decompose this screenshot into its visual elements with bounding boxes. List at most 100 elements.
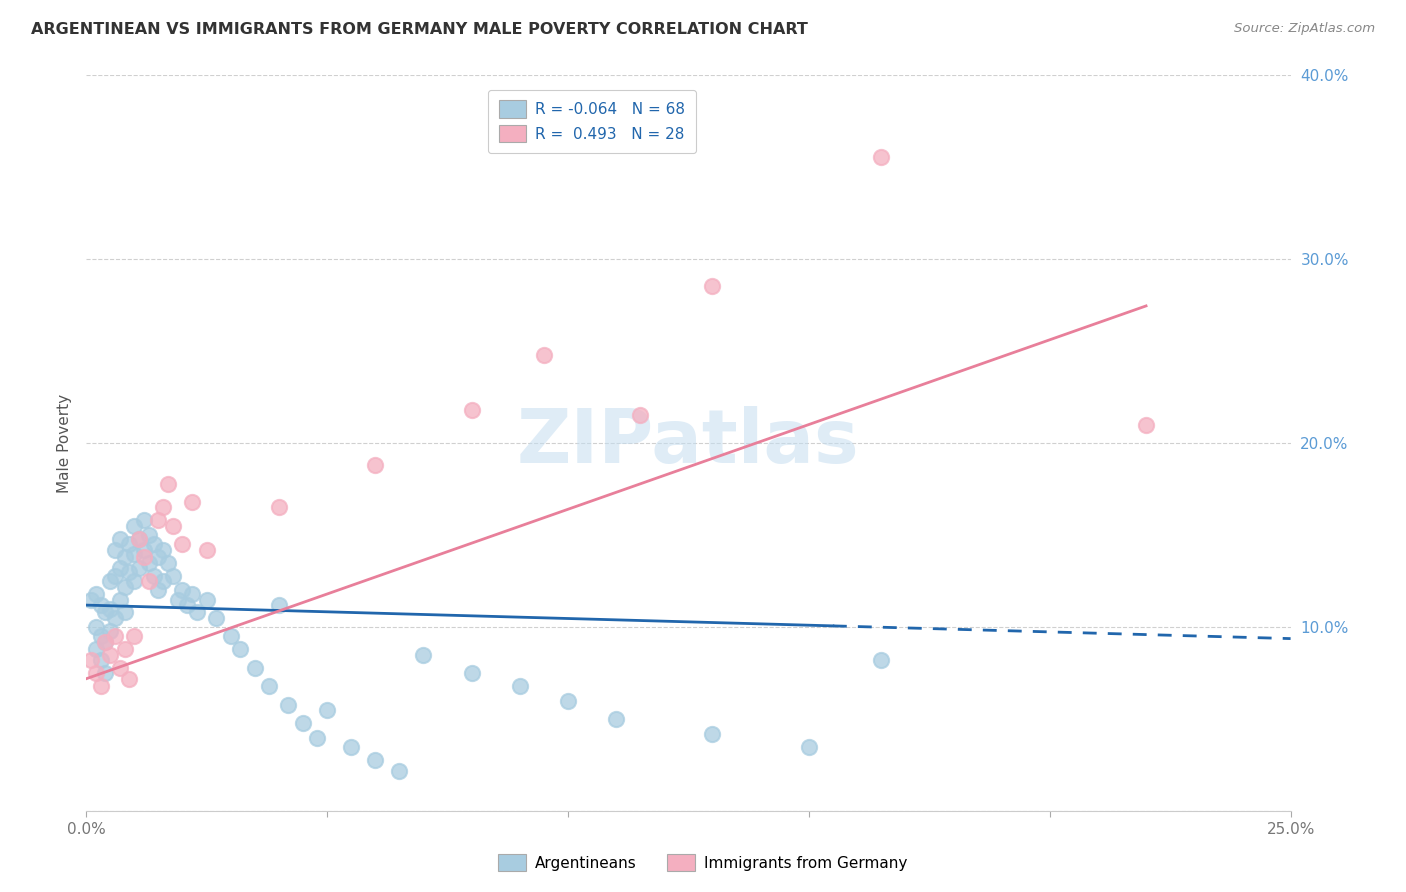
Point [307,731,329,745]
Point [148,550,170,565]
Point [533,347,555,361]
Point [94,666,117,681]
Point [104,568,127,582]
Point [186,606,208,620]
Point [702,727,724,741]
Point [870,150,893,164]
Point [702,279,724,293]
Point [267,598,290,612]
Point [219,629,242,643]
Point [94,606,117,620]
Point [162,568,184,582]
Point [257,679,280,693]
Point [108,661,131,675]
Point [98,624,121,638]
Point [557,694,579,708]
Point [104,611,127,625]
Point [364,458,387,472]
Point [108,592,131,607]
Point [98,648,121,662]
Point [98,601,121,615]
Point [605,712,627,726]
Point [108,561,131,575]
Point [176,598,198,612]
Point [243,661,266,675]
Point [152,500,174,515]
Point [156,476,179,491]
Point [205,611,228,625]
Point [80,653,103,667]
Point [122,519,145,533]
Point [118,672,141,686]
Legend: Argentineans, Immigrants from Germany: Argentineans, Immigrants from Germany [492,848,914,877]
Point [152,574,174,589]
Point [162,519,184,533]
Point [172,537,194,551]
Point [89,679,111,693]
Point [388,764,411,778]
Point [142,537,165,551]
Point [122,547,145,561]
Point [267,500,290,515]
Point [114,580,136,594]
Point [80,592,103,607]
Point [94,635,117,649]
Point [132,550,155,565]
Point [195,592,218,607]
Point [84,642,107,657]
Point [460,666,482,681]
Point [340,739,363,754]
Point [128,532,150,546]
Point [104,629,127,643]
Point [118,565,141,579]
Point [364,753,387,767]
Point [277,698,299,712]
Point [114,550,136,565]
Point [84,620,107,634]
Point [509,679,531,693]
Point [94,635,117,649]
Point [148,583,170,598]
Point [628,409,651,423]
Point [89,598,111,612]
Point [108,532,131,546]
Point [132,542,155,557]
Point [122,574,145,589]
Point [98,574,121,589]
Point [291,716,314,731]
Point [118,537,141,551]
Point [148,513,170,527]
Point [229,642,252,657]
Text: ZIPatlas: ZIPatlas [517,407,859,480]
Point [89,653,111,667]
Point [172,583,194,598]
Point [104,542,127,557]
Point [181,495,204,509]
Point [156,556,179,570]
Point [797,739,820,754]
Legend: R = -0.064   N = 68, R =  0.493   N = 28: R = -0.064 N = 68, R = 0.493 N = 28 [488,89,696,153]
Point [138,556,160,570]
Point [114,606,136,620]
Point [89,629,111,643]
Point [166,592,188,607]
Point [84,666,107,681]
Point [132,513,155,527]
Point [1135,417,1157,432]
Y-axis label: Male Poverty: Male Poverty [58,393,72,492]
Point [460,402,482,417]
Point [138,574,160,589]
Point [128,561,150,575]
Point [128,532,150,546]
Point [84,587,107,601]
Point [152,542,174,557]
Point [114,642,136,657]
Point [181,587,204,601]
Point [316,703,339,717]
Text: Source: ZipAtlas.com: Source: ZipAtlas.com [1234,22,1375,36]
Point [195,542,218,557]
Point [870,653,893,667]
Point [412,648,434,662]
Point [138,528,160,542]
Point [122,629,145,643]
